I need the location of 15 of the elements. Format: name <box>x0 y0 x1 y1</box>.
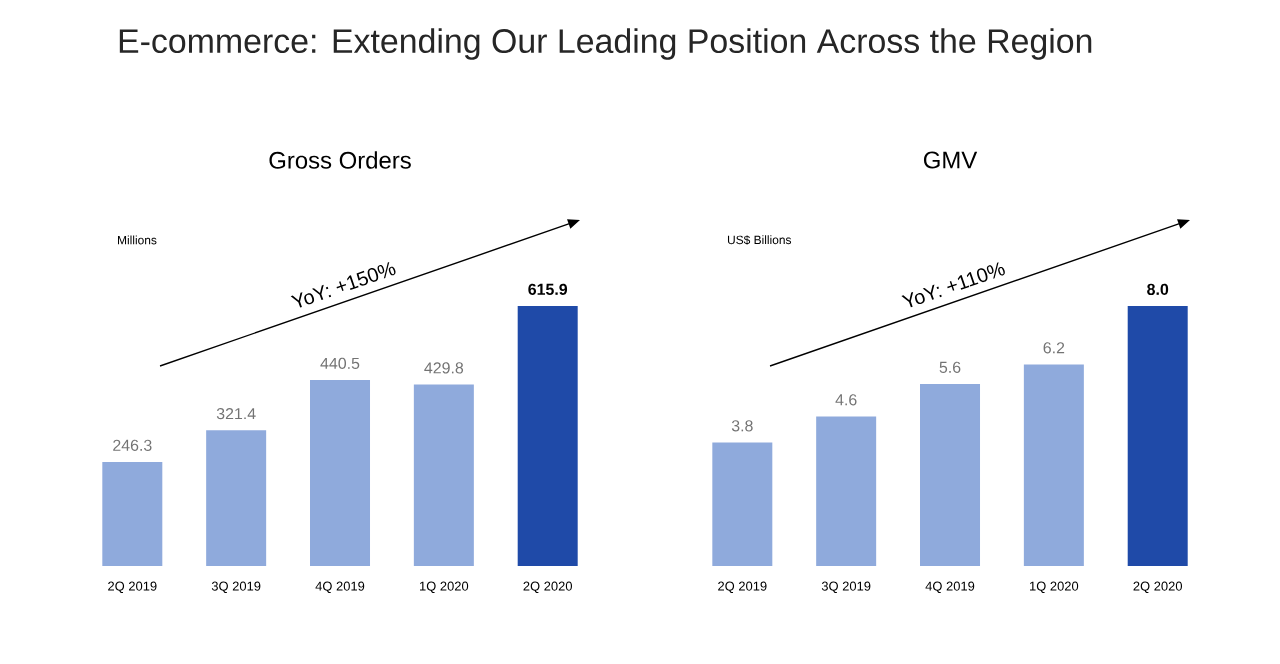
bar <box>712 442 773 566</box>
chart-title: E-commerce: Extending Our Leading Position Across the Region <box>119 28 1092 60</box>
bar <box>1127 306 1188 566</box>
bar <box>1023 364 1084 566</box>
bar <box>310 380 371 566</box>
bar <box>413 384 474 566</box>
chart-subtitle: Gross Orders <box>269 151 411 169</box>
bar <box>816 416 877 566</box>
chart-subtitle: GMV <box>923 151 978 169</box>
bar <box>920 384 981 566</box>
bar <box>102 462 163 566</box>
annotation: YoY: +110% <box>901 262 1005 308</box>
bar <box>206 430 267 566</box>
annotation: YoY: +150% <box>290 262 396 308</box>
bar <box>517 305 578 566</box>
